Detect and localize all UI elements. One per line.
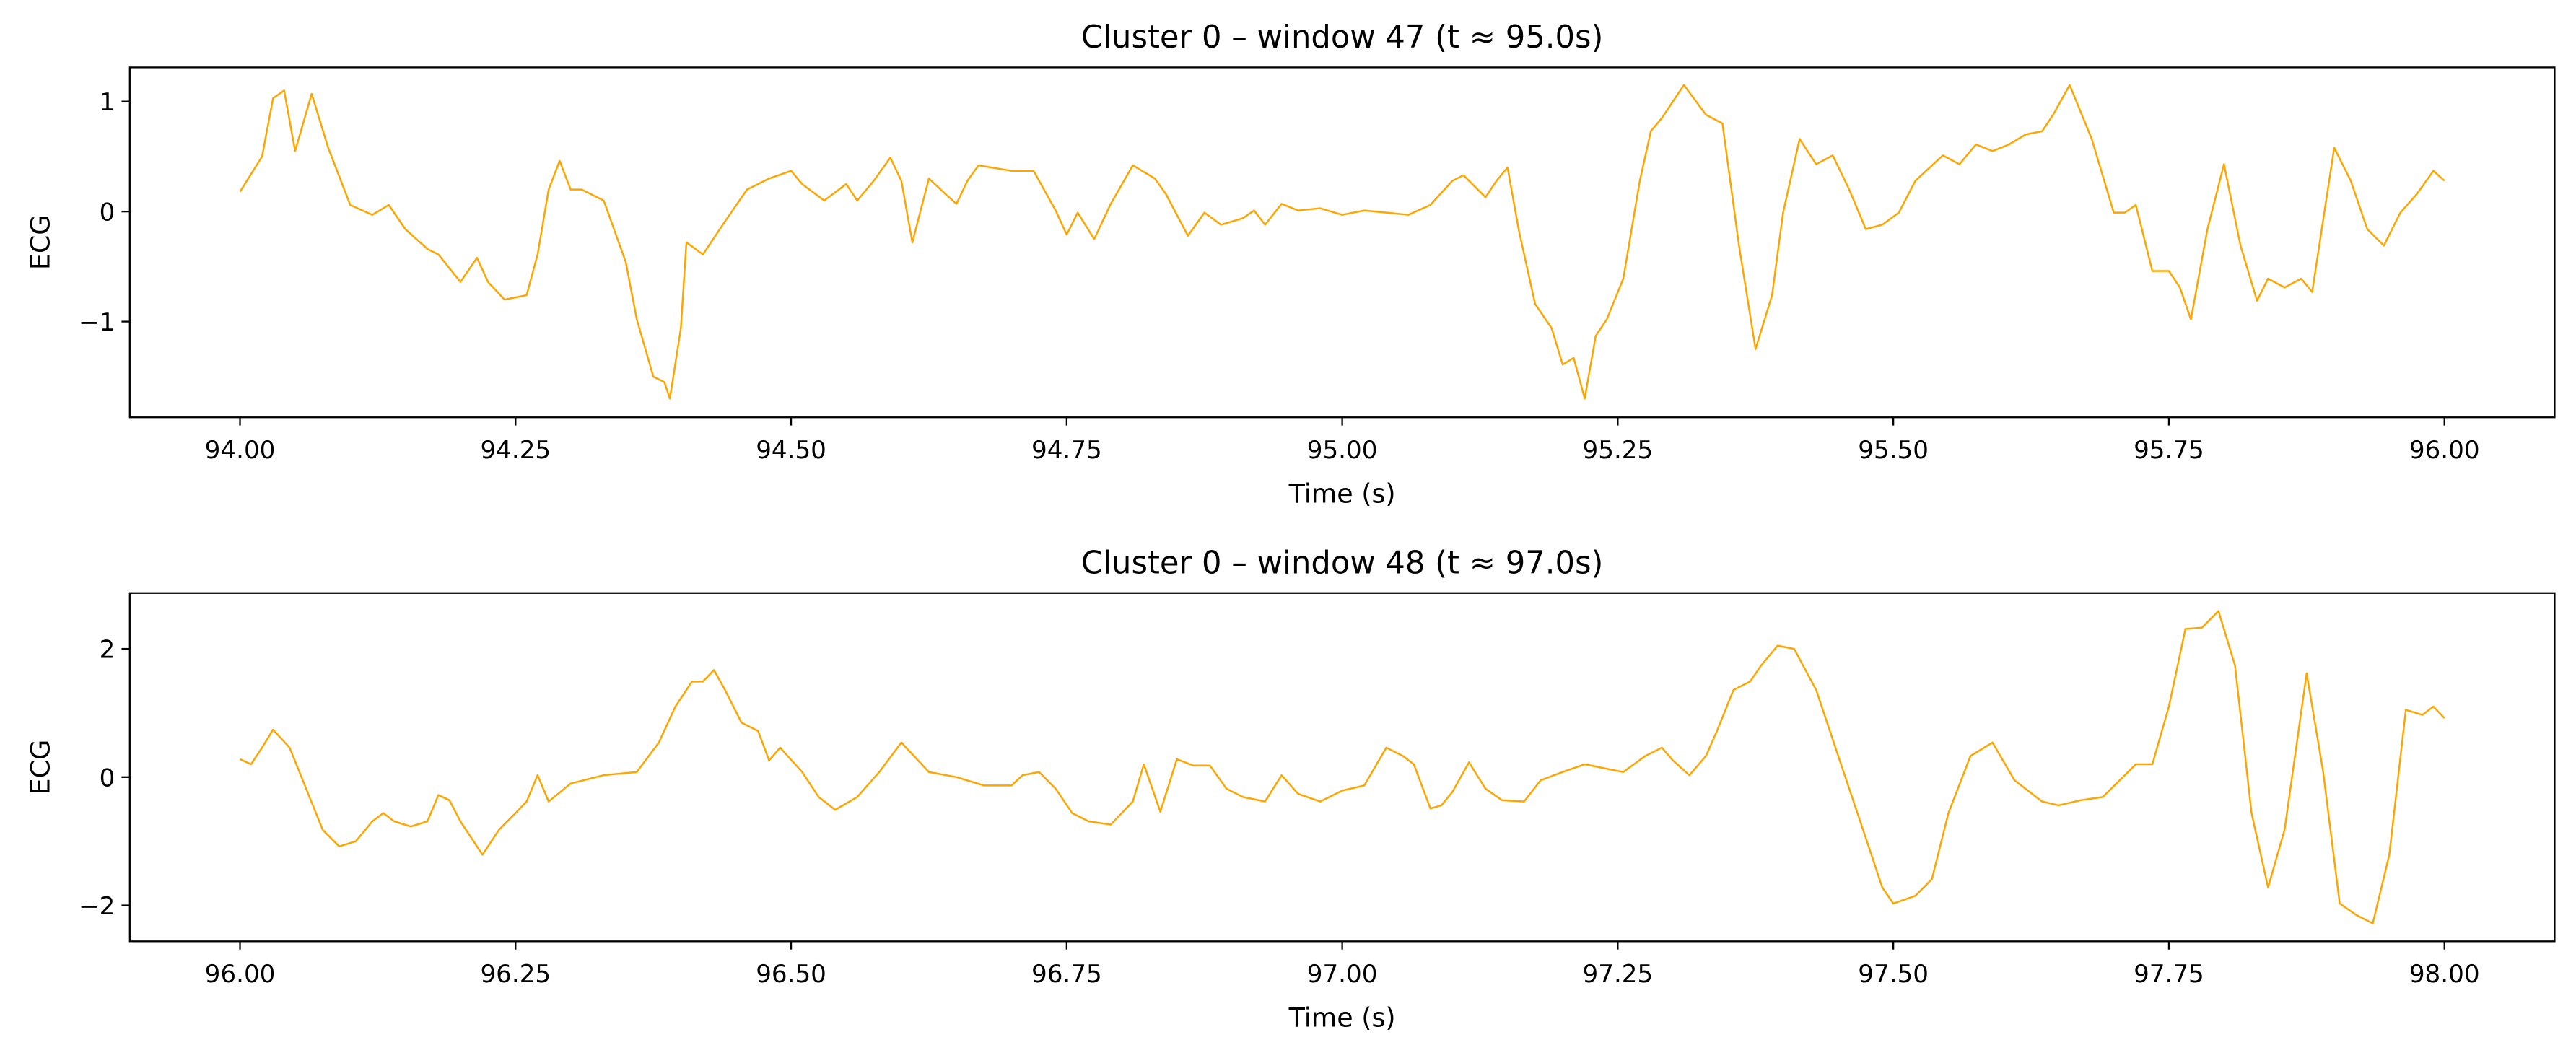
subplot: Cluster 0 – window 48 (t ≈ 97.0s) Time (s…: [25, 545, 2556, 1033]
x-axis-label: Time (s): [1288, 478, 1396, 510]
x-tick-label: 97.25: [1583, 960, 1654, 989]
y-tick-label: 1: [100, 88, 115, 117]
y-tick-label: 0: [100, 198, 115, 227]
x-tick-label: 95.50: [1858, 436, 1929, 465]
y-tick-label: 2: [100, 636, 115, 665]
plot-frame: [128, 66, 2556, 419]
x-tick-label: 94.50: [756, 436, 826, 465]
x-axis-label: Time (s): [1288, 1002, 1396, 1033]
ecg-line: [239, 84, 2445, 400]
chart-title: Cluster 0 – window 47 (t ≈ 95.0s): [1081, 19, 1604, 56]
subplot: Cluster 0 – window 47 (t ≈ 95.0s) Time (s…: [25, 19, 2556, 510]
x-tick-label: 95.25: [1583, 436, 1654, 465]
x-tick-label: 97.50: [1858, 960, 1929, 989]
chart-title: Cluster 0 – window 48 (t ≈ 97.0s): [1081, 545, 1604, 581]
x-tick-label: 95.00: [1307, 436, 1378, 465]
x-tick-label: 94.75: [1031, 436, 1102, 465]
x-tick-label: 97.00: [1307, 960, 1378, 989]
y-tick-label: −1: [79, 308, 115, 337]
x-tick-label: 96.50: [756, 960, 826, 989]
x-tick-label: 94.00: [205, 436, 276, 465]
x-tick-label: 97.75: [2134, 960, 2204, 989]
ecg-line: [239, 610, 2445, 924]
x-tick-label: 96.25: [480, 960, 551, 989]
y-axis-label: ECG: [25, 214, 56, 270]
x-tick-label: 95.75: [2134, 436, 2204, 465]
x-tick-label: 96.75: [1031, 960, 1102, 989]
x-tick-label: 98.00: [2409, 960, 2480, 989]
plot-frame: [128, 592, 2556, 943]
y-axis-label: ECG: [25, 740, 56, 795]
x-tick-label: 96.00: [205, 960, 276, 989]
y-tick-label: 0: [100, 764, 115, 792]
y-tick-label: −2: [79, 892, 115, 921]
x-tick-label: 96.00: [2409, 436, 2480, 465]
x-tick-label: 94.25: [480, 436, 551, 465]
